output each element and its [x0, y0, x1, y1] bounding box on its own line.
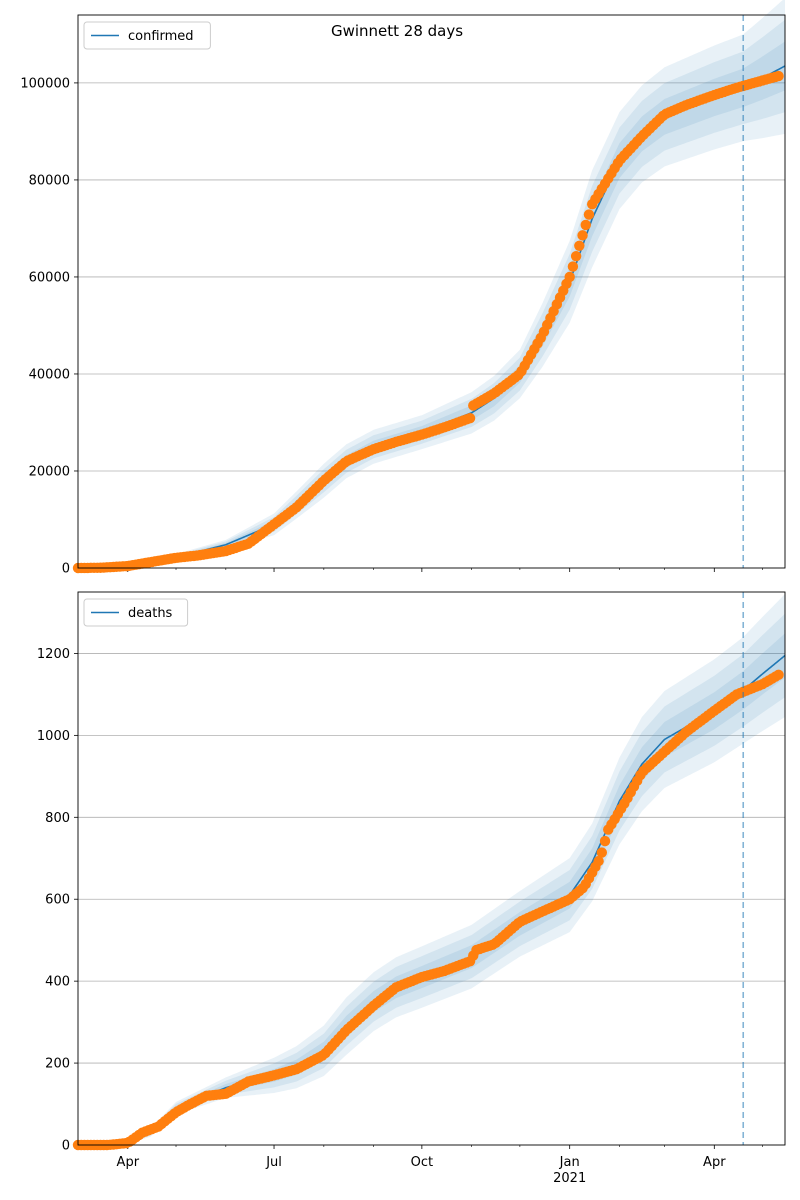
legend-label: confirmed [128, 29, 194, 44]
observed-point [577, 230, 588, 241]
y-tick-label: 400 [45, 975, 70, 990]
y-tick-label: 600 [45, 893, 70, 908]
uncertainty-band-1 [78, 0, 785, 568]
y-tick-label: 80000 [29, 173, 70, 188]
x-tick-label: Jan [559, 1155, 580, 1170]
x-tick-label: Oct [411, 1155, 433, 1170]
observed-point [580, 219, 591, 231]
uncertainty-band-3 [78, 41, 785, 569]
observed-point [773, 669, 784, 681]
uncertainty-band-2 [78, 19, 785, 569]
observed-point [564, 271, 575, 283]
y-tick-label: 20000 [29, 464, 70, 479]
x-tick-label: Apr [117, 1155, 140, 1170]
x-tick-label: Apr [703, 1155, 726, 1170]
y-tick-label: 60000 [29, 270, 70, 285]
observed-point [567, 261, 579, 272]
y-tick-label: 0 [62, 1139, 70, 1154]
legend-box [83, 598, 189, 627]
y-tick-label: 0 [62, 562, 70, 577]
observed-point [574, 240, 585, 251]
y-tick-label: 1000 [37, 729, 70, 744]
legend: confirmed [83, 21, 211, 50]
deaths-panel: 0 200 400 600 800 1000 1200 deaths [37, 591, 786, 1154]
chart-title: Gwinnett 28 days [331, 22, 463, 40]
observed-point [583, 209, 595, 220]
legend-label: deaths [128, 606, 173, 621]
confirmed-panel: 0 20000 40000 60000 80000 100000 confirmed [20, 0, 786, 577]
uncertainty-band-1 [78, 594, 785, 1145]
y-tick-label: 100000 [20, 76, 70, 91]
observed-point [593, 855, 604, 867]
observed-point [599, 835, 611, 847]
x-tick-year-label: 2021 [553, 1171, 586, 1186]
observed-point [773, 70, 784, 82]
plot-frame [77, 14, 786, 569]
x-tick-label: Jul [265, 1155, 282, 1170]
legend: deaths [83, 598, 189, 627]
plot-frame [77, 591, 786, 1146]
y-tick-label: 40000 [29, 367, 70, 382]
legend-box [83, 21, 211, 50]
y-tick-label: 1200 [37, 647, 70, 662]
y-tick-label: 800 [45, 811, 70, 826]
observed-point [570, 250, 582, 262]
observed-point [464, 412, 476, 424]
y-tick-label: 200 [45, 1057, 70, 1072]
observed-point [596, 847, 608, 858]
